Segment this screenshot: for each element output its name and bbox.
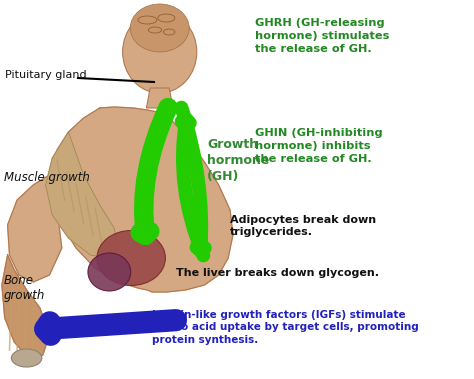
Polygon shape	[2, 255, 49, 358]
Ellipse shape	[11, 349, 42, 367]
Ellipse shape	[130, 4, 189, 52]
Text: Pituitary gland: Pituitary gland	[5, 70, 86, 80]
Text: Growth
hormone
(GH): Growth hormone (GH)	[207, 138, 270, 183]
Ellipse shape	[97, 230, 165, 285]
Text: The liver breaks down glycogen.: The liver breaks down glycogen.	[176, 268, 379, 278]
Polygon shape	[49, 107, 233, 292]
Polygon shape	[8, 175, 62, 282]
Ellipse shape	[123, 11, 197, 93]
Text: GHIN (GH-inhibiting
hormone) inhibits
the release of GH.: GHIN (GH-inhibiting hormone) inhibits th…	[255, 128, 383, 164]
Polygon shape	[46, 132, 119, 258]
Text: Adipocytes break down
triglycerides.: Adipocytes break down triglycerides.	[230, 215, 376, 237]
Ellipse shape	[88, 253, 131, 291]
Text: Insulin-like growth factors (IGFs) stimulate
amino acid uptake by target cells, : Insulin-like growth factors (IGFs) stimu…	[152, 310, 419, 345]
Text: Bone
growth: Bone growth	[4, 274, 45, 302]
Text: GHRH (GH-releasing
hormone) stimulates
the release of GH.: GHRH (GH-releasing hormone) stimulates t…	[255, 18, 389, 53]
Text: Muscle growth: Muscle growth	[4, 172, 90, 185]
Polygon shape	[146, 88, 173, 108]
